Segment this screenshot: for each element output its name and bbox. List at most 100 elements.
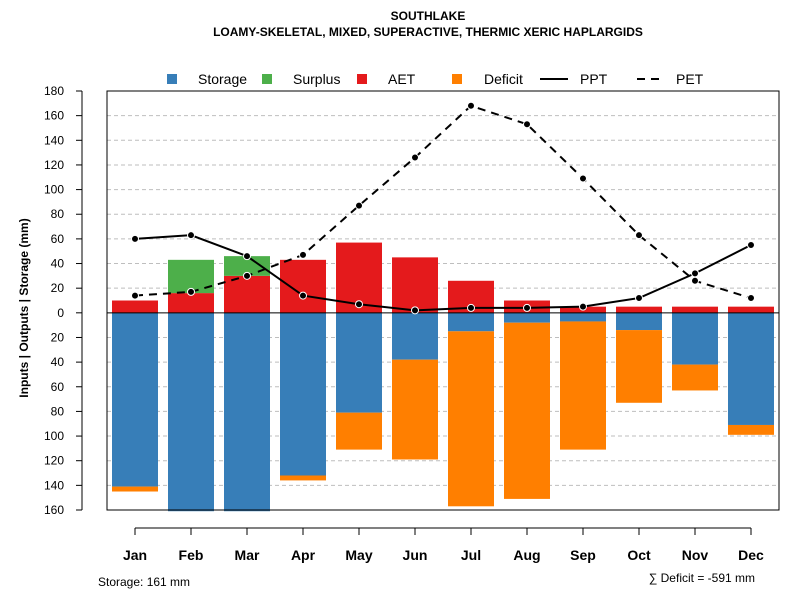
y-tick-label: 100	[44, 183, 64, 197]
pet-point	[187, 287, 195, 296]
deficit-footer: ∑ Deficit = -591 mm	[649, 571, 755, 585]
y-tick-label: 180	[44, 84, 64, 98]
storage-bar	[504, 312, 550, 323]
storage-bar	[224, 312, 270, 512]
pet-point	[747, 294, 755, 303]
ppt-point	[523, 303, 531, 312]
y-tick-label: 20	[51, 330, 65, 344]
legend-label: Deficit	[484, 71, 523, 87]
pet-point	[579, 174, 587, 183]
ppt-line	[134, 234, 752, 312]
y-tick-label: 40	[51, 257, 65, 271]
y-tick-label: 80	[51, 404, 65, 418]
storage-bar	[672, 312, 718, 365]
aet-bar	[672, 306, 718, 313]
pet-point	[411, 153, 419, 162]
pet-point	[691, 276, 699, 285]
pet-point	[243, 271, 251, 280]
pet-point	[635, 231, 643, 240]
storage-bar	[448, 312, 494, 332]
ppt-point	[187, 231, 195, 240]
storage-bar	[168, 312, 214, 512]
deficit-bar	[448, 331, 494, 507]
storage-bar	[728, 312, 774, 425]
ppt-point	[579, 302, 587, 311]
deficit-bar	[504, 322, 550, 499]
storage-bar	[560, 312, 606, 322]
plot-frame	[106, 90, 780, 511]
chart-title: SOUTHLAKE	[391, 9, 466, 23]
y-axis-label: Inputs | Outputs | Storage (mm)	[17, 218, 31, 397]
x-tick-label: Aug	[513, 547, 540, 563]
deficit-bar	[560, 321, 606, 450]
aet-bar	[616, 306, 662, 313]
ppt-point	[243, 252, 251, 261]
y-tick-label: 60	[51, 232, 65, 246]
x-tick-label: Mar	[235, 547, 260, 563]
storage-bar	[616, 312, 662, 331]
pet-point	[299, 250, 307, 259]
y-tick-label: 120	[44, 454, 64, 468]
x-axis: Jan Feb Mar Apr May Jun Jul Aug Sep Oct Nov Dec	[123, 527, 764, 563]
legend-label: Storage	[198, 71, 247, 87]
y-axis: 160 140 120 100 80 60 40 20 0 20 40 60 80 100 120 140 16…	[44, 84, 83, 517]
x-tick-label: Dec	[738, 547, 764, 563]
ppt-point	[299, 291, 307, 300]
x-tick-label: Nov	[682, 547, 709, 563]
y-tick-label: 100	[44, 429, 64, 443]
aet-bar	[168, 293, 214, 313]
ppt-point	[131, 234, 139, 243]
y-tick-label: 160	[44, 109, 64, 123]
ppt-point	[747, 241, 755, 250]
chart-subtitle: LOAMY-SKELETAL, MIXED, SUPERACTIVE, THER…	[213, 25, 643, 39]
ppt-point	[691, 269, 699, 278]
legend-label: PET	[676, 71, 704, 87]
legend-swatch	[167, 74, 177, 84]
y-tick-label: 60	[51, 380, 65, 394]
x-tick-label: Jun	[403, 547, 428, 563]
aet-bar	[280, 259, 326, 313]
pet-point	[523, 120, 531, 129]
deficit-bar	[280, 475, 326, 481]
legend-label: PPT	[580, 71, 608, 87]
storage-bar	[392, 312, 438, 360]
x-tick-label: Oct	[627, 547, 651, 563]
legend-swatch	[452, 74, 462, 84]
x-tick-label: Jul	[461, 547, 481, 563]
storage-footer: Storage: 161 mm	[98, 575, 190, 589]
pet-point	[355, 201, 363, 210]
y-tick-label: 80	[51, 207, 65, 221]
y-tick-label: 20	[51, 281, 65, 295]
y-tick-label: 120	[44, 158, 64, 172]
pet-point	[131, 291, 139, 300]
x-tick-label: Feb	[179, 547, 204, 563]
x-tick-label: May	[345, 547, 372, 563]
aet-bar	[112, 300, 158, 313]
legend-swatch	[262, 74, 272, 84]
bars	[106, 90, 780, 512]
x-tick-label: Apr	[291, 547, 316, 563]
aet-bar	[392, 257, 438, 313]
x-tick-label: Sep	[570, 547, 596, 563]
deficit-bar	[728, 424, 774, 435]
pet-point	[467, 101, 475, 110]
ppt-point	[355, 300, 363, 309]
legend-swatch	[357, 74, 367, 84]
y-tick-label: 40	[51, 355, 65, 369]
legend: Storage Surplus AET Deficit PPT PET	[167, 71, 704, 87]
series-lines	[131, 101, 755, 315]
ppt-point	[467, 303, 475, 312]
deficit-bar	[336, 412, 382, 450]
storage-bar	[336, 312, 382, 413]
y-tick-label: 0	[57, 306, 64, 320]
y-tick-label: 160	[44, 503, 64, 517]
storage-bar	[112, 312, 158, 487]
aet-bar	[224, 275, 270, 313]
deficit-bar	[616, 330, 662, 403]
legend-label: AET	[388, 71, 416, 87]
y-tick-label: 140	[44, 133, 64, 147]
legend-label: Surplus	[293, 71, 340, 87]
deficit-bar	[112, 486, 158, 492]
x-tick-label: Jan	[123, 547, 147, 563]
